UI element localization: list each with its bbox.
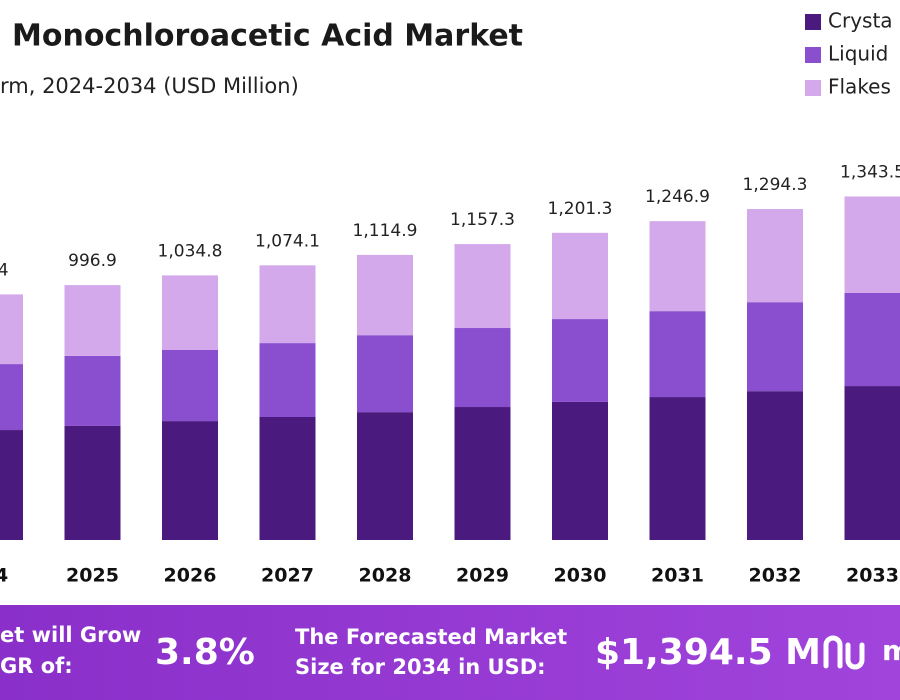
total-label: 1,157.3: [450, 210, 515, 230]
bar-segment: [844, 386, 900, 540]
total-label: 1,074.1: [255, 231, 320, 251]
footer-text: GR of:: [0, 654, 73, 678]
bar-segment: [747, 209, 803, 303]
bar-segment: [357, 254, 413, 336]
total-label: 0.4: [0, 260, 9, 280]
bar-segment: [649, 221, 706, 312]
legend-label: Liquid: [828, 42, 888, 66]
x-tick-label: 2033: [846, 565, 899, 587]
bar-segment: [162, 350, 218, 422]
total-label: 1,246.9: [645, 187, 710, 207]
x-tick-label: 2029: [456, 565, 509, 587]
bar-segment: [162, 421, 218, 540]
footer-text: The Forecasted Market: [295, 625, 567, 649]
plot: 0.4 24 996.9 2025 1,034.8 2026 1,074.1 2027 1,11…: [0, 162, 900, 587]
legend-label: Flakes: [828, 75, 891, 99]
bar-segment: [552, 401, 608, 540]
bar-segment: [844, 196, 900, 293]
bar-segment: [259, 343, 316, 418]
bar-segment: [64, 425, 121, 540]
x-tick-label: 2031: [651, 565, 704, 587]
total-label: 996.9: [68, 251, 117, 271]
bar-segment: [0, 294, 23, 365]
total-label: 1,343.5: [840, 162, 900, 182]
total-label: 1,114.9: [353, 221, 418, 241]
bar-segment: [454, 328, 511, 408]
legend-swatch: [805, 14, 821, 30]
bar-segment: [552, 319, 608, 402]
footer-text: et will Grow: [0, 623, 141, 647]
forecast-value: $1,394.5 M: [595, 632, 821, 673]
footer-band: [0, 605, 900, 700]
bar-segment: [357, 412, 413, 540]
x-tick-label: 24: [0, 565, 8, 587]
bar-segment: [649, 397, 706, 540]
bar-segment: [747, 302, 803, 392]
legend-swatch: [805, 80, 821, 96]
chart-title: Monochloroacetic Acid Market: [12, 19, 523, 54]
chart-subtitle: rm, 2024-2034 (USD Million): [0, 74, 299, 98]
bar-segment: [844, 292, 900, 387]
bar-segment: [649, 311, 706, 398]
total-label: 1,294.3: [743, 175, 808, 195]
x-tick-label: 2032: [749, 565, 802, 587]
footer-text: Size for 2034 in USD:: [295, 655, 546, 679]
logo-icon: [823, 635, 865, 670]
bar-segment: [64, 355, 121, 426]
x-tick-label: 2027: [261, 565, 314, 587]
bar-segment: [64, 285, 121, 356]
legend: Crysta Liquid Flakes: [805, 9, 893, 99]
total-label: 1,034.8: [158, 241, 223, 261]
bar-segment: [0, 430, 23, 540]
bar-segment: [454, 407, 511, 540]
x-tick-label: 2028: [359, 565, 412, 587]
bar-segment: [162, 275, 218, 351]
bar-segment: [454, 244, 511, 329]
bar-segment: [747, 391, 803, 540]
bar-segment: [0, 364, 23, 431]
logo-text: m: [882, 634, 900, 667]
bar-segment: [259, 265, 316, 344]
x-tick-label: 2026: [164, 565, 217, 587]
legend-label: Crysta: [828, 9, 893, 33]
cagr-value: 3.8%: [155, 632, 255, 673]
legend-swatch: [805, 47, 821, 63]
total-label: 1,201.3: [548, 199, 613, 219]
x-tick-label: 2030: [554, 565, 607, 587]
bar-segment: [552, 232, 608, 320]
bar-segment: [357, 335, 413, 413]
x-tick-label: 2025: [66, 565, 119, 587]
bar-segment: [259, 417, 316, 540]
